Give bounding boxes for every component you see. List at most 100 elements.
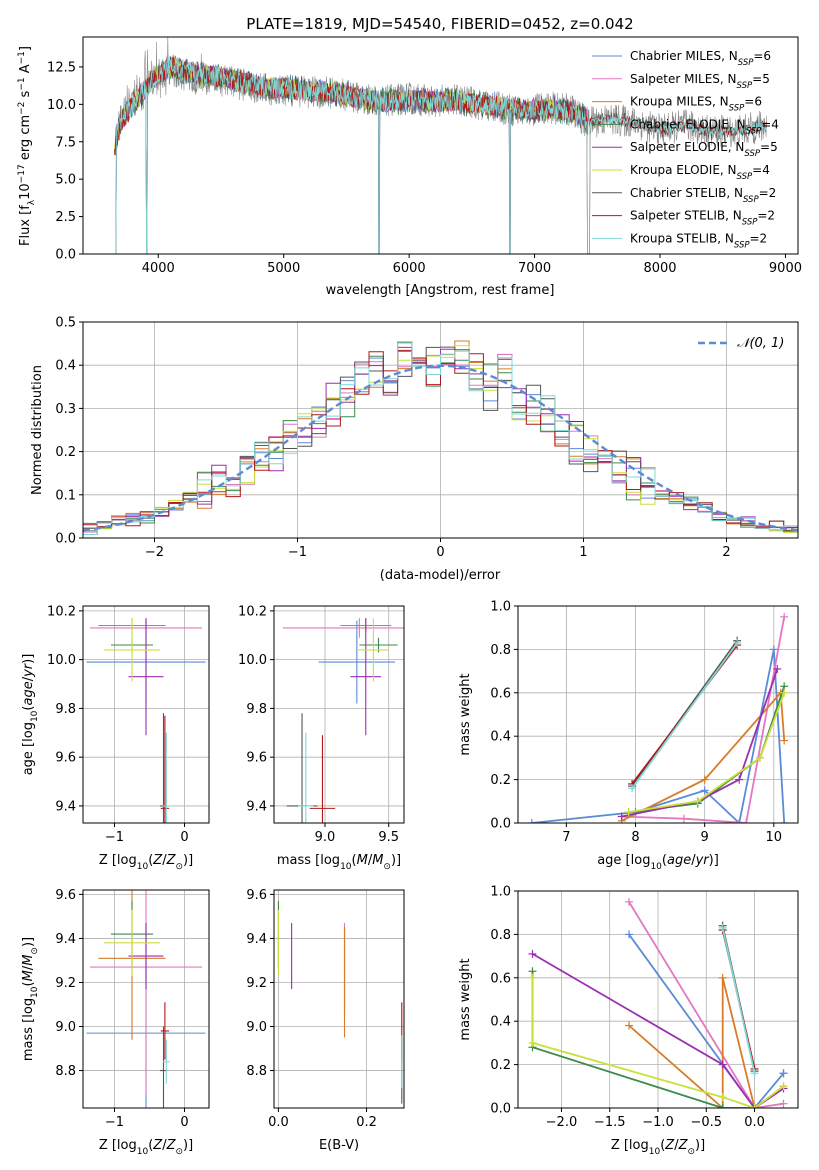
y-tick-label: 9.6 <box>55 751 76 766</box>
errorbar-point <box>282 618 404 638</box>
legend-label: Kroupa ELODIE, NSSP=4 <box>630 163 770 182</box>
x-tick-label: −2 <box>145 545 164 560</box>
errorbar-point <box>128 923 164 990</box>
svg-text:mass [log10(M/M⊙)]: mass [log10(M/M⊙)] <box>277 853 401 872</box>
weight-marker <box>718 1060 727 1069</box>
weight-marker <box>700 786 709 795</box>
errorbar-point <box>104 618 160 682</box>
weight-marker <box>735 819 744 823</box>
x-tick-label: 4000 <box>142 261 175 276</box>
x-tick-label: −0.5 <box>690 1115 722 1130</box>
y-tick-label: 9.6 <box>55 888 76 903</box>
x-tick-label: −1 <box>105 830 124 845</box>
weight-marker <box>742 819 751 823</box>
weight-marker <box>617 812 626 821</box>
legend-label: Salpeter ELODIE, NSSP=5 <box>630 140 778 159</box>
x-tick-label: 7 <box>562 830 570 845</box>
svg-text:Flux [fλ10−17 erg cm−2 s−1 A−1: Flux [fλ10−17 erg cm−2 s−1 A−1] <box>17 46 37 246</box>
weight-marker <box>755 753 764 762</box>
svg-text:E(B-V): E(B-V) <box>319 1138 359 1153</box>
weight-marker <box>527 819 536 823</box>
axes-frame: −2 −1 0 1 2 0.0 0.1 0.2 0.3 0.4 0.5 <box>55 316 799 560</box>
y-tick-label: 9.0 <box>246 1020 267 1035</box>
errorbar-point <box>318 620 396 704</box>
y-tick-label: 0.4 <box>490 730 511 745</box>
weight-marker <box>528 1038 537 1047</box>
weight-marker <box>528 973 537 982</box>
mass-vs-metallicity-panel: −1 0 8.8 9.0 9.2 9.4 9.6 Z [log10(Z/Z⊙)] mass [l… <box>21 888 210 1157</box>
weight-series-line <box>628 901 784 1108</box>
x-tick-label: 10 <box>766 830 783 845</box>
y-tick-label: 9.4 <box>55 799 76 814</box>
svg-text:age [log10(age/yr)]: age [log10(age/yr)] <box>597 853 719 872</box>
y-tick-label: 9.6 <box>246 751 267 766</box>
y-tick-label: 0.5 <box>55 316 76 331</box>
weight-marker <box>750 1069 759 1078</box>
errorbar-point <box>162 1039 170 1084</box>
weight-marker <box>750 1104 759 1108</box>
weight-series-line <box>628 933 785 1108</box>
y-tick-label: 0.0 <box>490 1102 511 1117</box>
x-tick-label: 6000 <box>393 261 426 276</box>
weight-series-line <box>621 690 786 822</box>
x-tick-label: −2.0 <box>546 1115 578 1130</box>
errorbar-point <box>160 1002 170 1060</box>
svg-text:Z [log10(Z/Z⊙)]: Z [log10(Z/Z⊙)] <box>99 1138 193 1157</box>
y-tick-label: 0.0 <box>490 817 511 832</box>
y-tick-label: 10.2 <box>47 604 76 619</box>
svg-text:age [log10(age/yr)]: age [log10(age/yr)] <box>21 654 40 776</box>
model-spectrum <box>115 56 767 254</box>
legend: Chabrier MILES, NSSP=6 Salpeter MILES, NS… <box>592 49 779 250</box>
weight-series-line <box>631 642 738 789</box>
y-tick-label: 1.0 <box>490 885 511 900</box>
y-tick-label: 9.8 <box>246 702 267 717</box>
weight-marker <box>779 1069 788 1078</box>
x-tick-label: 2 <box>722 545 730 560</box>
weight-marker <box>718 1104 727 1108</box>
errorbar-point <box>160 715 170 823</box>
y-tick-label: 12.5 <box>47 60 76 75</box>
legend-label: Salpeter STELIB, NSSP=2 <box>630 209 775 228</box>
axes-frame: −1 0 9.4 9.6 9.8 10.0 10.2 <box>47 604 210 845</box>
y-tick-label: 8.8 <box>246 1064 267 1079</box>
plot-area <box>114 37 767 254</box>
svg-text:Z [log10(Z/Z⊙)]: Z [log10(Z/Z⊙)] <box>611 1138 705 1157</box>
weight-marker <box>628 784 637 793</box>
x-tick-label: 9.5 <box>378 830 399 845</box>
legend-label: Chabrier MILES, NSSP=6 <box>630 49 771 68</box>
weight-marker <box>528 949 537 958</box>
errorbar-point <box>104 909 160 976</box>
x-tick-label: 0 <box>180 830 188 845</box>
x-tick-label: −1 <box>105 1115 124 1130</box>
axes-frame: 0.0 0.2 8.8 9.0 9.2 9.4 9.6 <box>246 888 405 1130</box>
weight-marker <box>780 688 789 697</box>
y-tick-label: 0.1 <box>55 488 76 503</box>
x-tick-label: 7000 <box>518 261 551 276</box>
plot-area <box>83 340 798 535</box>
x-tick-label: 0.2 <box>356 1115 377 1130</box>
mass-vs-extinction-panel: 0.0 0.2 8.8 9.0 9.2 9.4 9.6 E(B-V) <box>246 888 405 1153</box>
axes-frame: −1 0 8.8 9.0 9.2 9.4 9.6 <box>55 888 210 1130</box>
svg-text:Normed distribution: Normed distribution <box>30 365 45 495</box>
weight-series-line <box>621 668 779 818</box>
errorbar-point <box>309 735 336 823</box>
plot-area <box>527 612 789 823</box>
x-tick-label: 8 <box>631 830 639 845</box>
weight-marker <box>679 814 688 823</box>
y-tick-label: 0.2 <box>55 445 76 460</box>
weight-marker <box>769 645 778 654</box>
legend-label: Chabrier ELODIE, NSSP=4 <box>630 117 779 136</box>
weight-marker <box>718 1093 727 1102</box>
x-tick-label: 0 <box>436 545 444 560</box>
weight-series-line <box>721 927 756 1074</box>
weight-series-line <box>628 692 786 813</box>
age-vs-metallicity-panel: −1 0 9.4 9.6 9.8 10.0 10.2 Z [log10(Z/Z⊙)] age [… <box>21 604 210 872</box>
weight-marker <box>735 775 744 784</box>
axes-frame: 9.0 9.5 9.4 9.6 9.8 10.0 10.2 <box>238 604 405 845</box>
svg-text:mass weight: mass weight <box>458 958 473 1040</box>
weight-marker <box>625 1021 634 1030</box>
y-tick-label: 10.0 <box>238 653 267 668</box>
x-tick-label: 0 <box>180 1115 188 1130</box>
y-tick-label: 9.4 <box>246 932 267 947</box>
x-tick-label: −1.5 <box>594 1115 626 1130</box>
